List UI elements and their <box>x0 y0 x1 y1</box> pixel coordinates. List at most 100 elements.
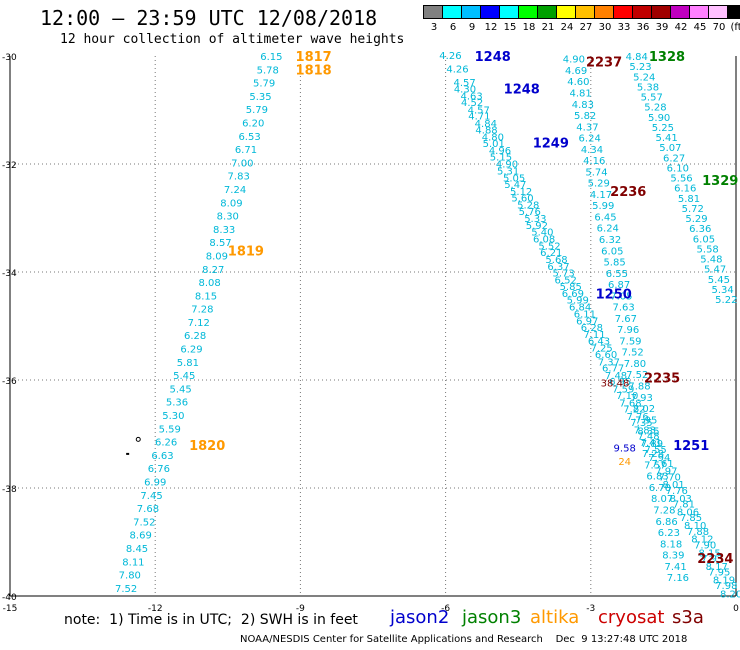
scale-label: 39 <box>655 22 669 33</box>
track-value-s3a: 8.39 <box>662 551 684 562</box>
track-value-altika: 7.80 <box>119 571 141 582</box>
track-value-jason2: 4.96 <box>489 146 511 157</box>
track-value-jason3: 5.56 <box>670 174 692 185</box>
track-value-jason2: 4.63 <box>461 92 483 103</box>
time-label: 1817 <box>296 50 332 65</box>
special-value: 38.48 <box>601 379 630 390</box>
time-label: 1248 <box>475 50 511 65</box>
track-value-jason2: 4.57 <box>453 78 475 89</box>
track-value-altika: 7.45 <box>140 491 162 502</box>
track-value-altika: 7.28 <box>191 305 213 316</box>
track-value-s3a: 4.90 <box>563 55 585 66</box>
track-value-jason2: 7.22 <box>623 404 645 415</box>
track-value-jason3: 5.29 <box>685 214 707 225</box>
track-value-jason2: 4.80 <box>482 133 504 144</box>
track-value-altika: 6.28 <box>184 331 206 342</box>
track-value-altika: 8.09 <box>206 251 228 262</box>
track-value-jason2: 6.95 <box>609 377 631 388</box>
track-value-jason3: 5.28 <box>644 103 666 114</box>
special-value: 24 <box>618 457 631 468</box>
x-tick-label: 0 <box>733 604 739 614</box>
track-value-jason2: 7.25 <box>591 344 613 355</box>
track-value-jason3: 4.84 <box>626 52 648 63</box>
track-value-jason2: 8.03 <box>670 494 692 505</box>
track-value-jason3: 5.47 <box>704 265 726 276</box>
scale-label: 24 <box>560 22 574 33</box>
track-value-s3a: 5.99 <box>592 201 614 212</box>
scale-label: 27 <box>579 22 593 33</box>
track-value-jason2: 4.26 <box>446 65 468 76</box>
time-label: 1819 <box>228 244 264 259</box>
track-value-jason2: 7.81 <box>673 500 695 511</box>
track-value-jason2: 5.47 <box>504 180 526 191</box>
track-value-s3a: 6.32 <box>599 235 621 246</box>
track-value-s3a: 8.02 <box>633 404 655 415</box>
scale-label: 33 <box>617 22 631 33</box>
track-value-jason2: 6.97 <box>576 316 598 327</box>
track-value-s3a: 5.85 <box>603 258 625 269</box>
y-tick-label: -30 <box>2 53 17 63</box>
track-value-jason2: 5.99 <box>567 296 589 307</box>
track-value-s3a: 6.86 <box>655 517 677 528</box>
track-value-altika: 8.45 <box>126 544 148 555</box>
track-value-altika: 8.57 <box>209 238 231 249</box>
track-value-jason3: 5.81 <box>678 194 700 205</box>
track-value-jason2: 5.92 <box>526 221 548 232</box>
track-value-jason2: 7.35 <box>630 418 652 429</box>
track-value-altika: 5.59 <box>159 424 181 435</box>
track-value-jason2: 5.05 <box>503 173 525 184</box>
track-value-s3a: 4.60 <box>567 77 589 88</box>
track-value-jason2: 5.28 <box>517 200 539 211</box>
island-mark <box>126 452 130 455</box>
track-value-jason2: 5.76 <box>519 207 541 218</box>
track-value-jason2: 5.85 <box>560 282 582 293</box>
track-value-jason2: 6.08 <box>533 235 555 246</box>
track-value-jason2: 5.73 <box>552 268 574 279</box>
track-value-altika: 6.99 <box>144 478 166 489</box>
track-value-s3a: 8.18 <box>660 539 682 550</box>
track-value-jason2: 4.84 <box>475 119 497 130</box>
track-value-altika: 5.78 <box>257 65 279 76</box>
track-value-jason2: 6.43 <box>588 336 610 347</box>
track-value-s3a: 7.63 <box>612 303 634 314</box>
x-tick-label: -6 <box>441 604 450 614</box>
scale-label: (ft) <box>730 22 740 33</box>
time-label: 2236 <box>610 185 646 200</box>
time-label: 2234 <box>697 552 733 567</box>
track-value-altika: 5.81 <box>177 358 199 369</box>
map-grid <box>9 56 737 597</box>
track-value-s3a: 6.23 <box>658 528 680 539</box>
track-value-jason2: 4.52 <box>461 98 483 109</box>
track-values: 6.15 5.78 5.79 5.35 5.79 6.20 6.53 6.71 7.00 7.83… <box>115 51 740 600</box>
track-value-jason3: 5.34 <box>711 285 733 296</box>
track-value-jason2: 7.95 <box>708 568 730 579</box>
scale-label: 15 <box>503 22 517 33</box>
legend-cryosat: cryosat <box>598 607 665 628</box>
track-value-jason3: 6.36 <box>689 224 711 235</box>
track-value-jason2: 7.93 <box>701 554 723 565</box>
track-value-altika: 7.68 <box>137 504 159 515</box>
track-value-altika: 5.79 <box>253 79 275 90</box>
time-label: 1250 <box>596 288 632 303</box>
track-value-s3a: 7.95 <box>635 415 657 426</box>
track-value-jason2: 6.11 <box>574 309 596 320</box>
track-value-altika: 6.71 <box>235 145 257 156</box>
legend-jason3: jason3 <box>462 607 522 628</box>
track-value-jason2: 6.52 <box>555 275 577 286</box>
track-value-jason2: 8.20 <box>720 589 740 600</box>
time-label: 1251 <box>673 439 709 454</box>
track-value-s3a: 7.67 <box>615 314 637 325</box>
track-value-s3a: 5.74 <box>585 167 607 178</box>
scale-swatch <box>727 5 740 19</box>
track-value-s3a: 8.07 <box>651 494 673 505</box>
track-value-altika: 7.00 <box>231 158 253 169</box>
y-axis-labels: -30 -32 -34 -36 -38 -40 <box>2 53 17 603</box>
track-value-jason2: 7.10 <box>616 391 638 402</box>
x-tick-label: -15 <box>3 604 18 614</box>
track-value-s3a: 4.37 <box>576 122 598 133</box>
track-value-jason2: 4.30 <box>454 84 476 95</box>
track-value-jason2: 7.98 <box>715 581 737 592</box>
page-subtitle: 12 hour collection of altimeter wave hei… <box>60 32 405 47</box>
track-value-jason3: 5.57 <box>641 93 663 104</box>
